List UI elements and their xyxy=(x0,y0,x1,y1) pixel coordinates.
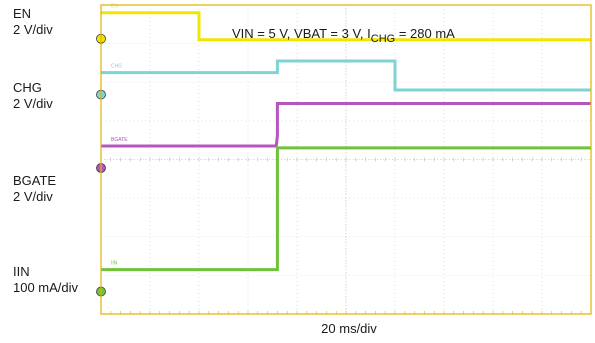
trace-tag-en: EN xyxy=(111,4,118,10)
ch4-scale-label: 100 mA/div xyxy=(13,280,79,295)
trace-layer xyxy=(101,11,591,272)
ch3-scale-label: 2 V/div xyxy=(13,189,53,204)
trace-tag-bgate: BGATE xyxy=(111,137,128,143)
ch2-scale-label: 2 V/div xyxy=(13,96,53,111)
trace-tags: EN CHG BGATE IIN xyxy=(111,4,128,267)
ch1-scale-label: 2 V/div xyxy=(13,22,53,37)
chart-title: VIN = 5 V, VBAT = 3 V, ICHG = 280 mA xyxy=(232,26,455,45)
title-main: VIN = 5 V, VBAT = 3 V, I xyxy=(232,26,371,41)
trace-bgate xyxy=(101,102,591,148)
trace-tag-chg: CHG xyxy=(111,64,122,70)
title-tail: = 280 mA xyxy=(395,26,455,41)
trace-chg xyxy=(101,59,591,92)
ch1-name-label: EN xyxy=(13,6,32,21)
trace-en xyxy=(101,11,591,42)
ch3-name-label: BGATE xyxy=(13,173,57,188)
title-subscript: CHG xyxy=(371,33,395,45)
plot-frame xyxy=(100,4,592,315)
ch4-name-label: IIN xyxy=(13,264,30,279)
trace-tag-iin: IIN xyxy=(111,261,118,267)
x-axis-label: 20 ms/div xyxy=(321,321,377,336)
ch2-name-label: CHG xyxy=(13,80,42,95)
trace-iin xyxy=(101,146,591,272)
